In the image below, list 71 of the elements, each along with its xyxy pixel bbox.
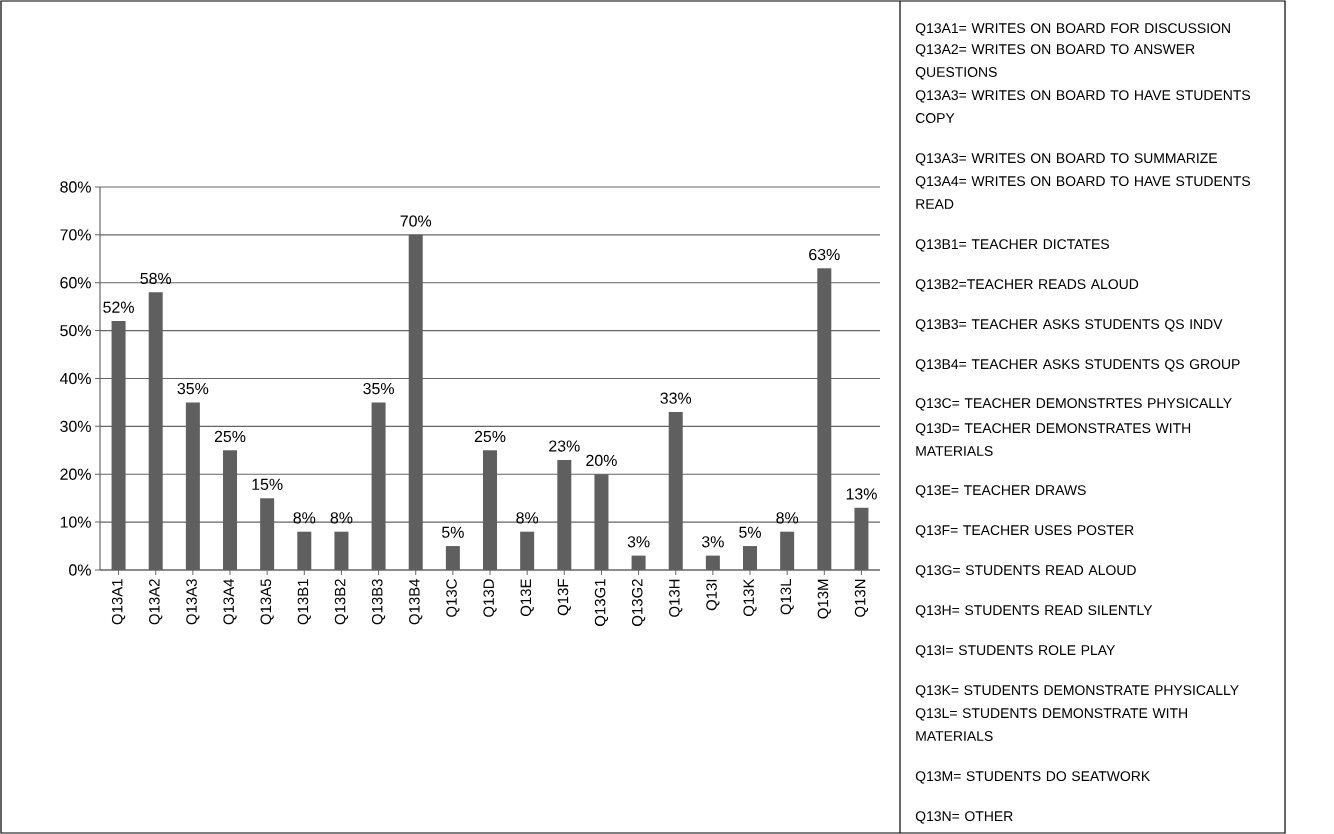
y-tick-label: 0% — [69, 564, 91, 576]
x-tick-label: Q13K — [743, 578, 757, 617]
x-tick-label: Q13D — [483, 579, 497, 617]
y-tick-label: 40% — [59, 372, 91, 385]
text: Q13L= STUDENTS DEMONSTRATE WITH MATERIALS — [915, 708, 1187, 741]
x-tick-label: Q13A5 — [260, 579, 274, 625]
x-tick-label: Q13N — [854, 579, 869, 617]
data-label: 58% — [140, 272, 172, 285]
data-label: 15% — [252, 478, 283, 490]
text: Q13A2= WRITES ON BOARD TO ANSWER QUESTIONS — [915, 44, 1195, 80]
x-tick-label: Q13F — [557, 579, 571, 616]
text: Q13B1= TEACHER DICTATES — [915, 239, 1109, 252]
text: Q13F= TEACHER USES POSTER — [915, 525, 1134, 538]
data-label: 63% — [809, 248, 840, 261]
text: Q13I= STUDENTS ROLE PLAY — [915, 645, 1116, 658]
data-label: 8% — [293, 512, 316, 524]
text: Q13G= STUDENTS READ ALOUD — [915, 565, 1136, 578]
x-tick-label: Q13A4 — [223, 578, 237, 625]
x-tick-label: Q13C — [446, 579, 460, 617]
x-tick-label: Q13G2 — [631, 579, 646, 626]
x-tick-label: Q13A2 — [149, 579, 163, 625]
x-tick-label: Q13L — [780, 579, 794, 615]
x-tick-label: Q13E — [520, 579, 534, 617]
text: Q13D= TEACHER DEMONSTRATES WITH MATERIALS — [915, 423, 1191, 456]
y-tick-label: 70% — [60, 229, 91, 241]
data-label: 23% — [549, 440, 580, 452]
data-label: 8% — [516, 512, 539, 524]
y-tick-label: 50% — [60, 324, 91, 337]
text: Q13A1= WRITES ON BOARD FOR DISCUSSION — [915, 23, 1230, 36]
data-label: 25% — [474, 430, 506, 443]
data-label: 33% — [660, 392, 692, 404]
data-label: 8% — [330, 512, 353, 524]
data-label: 70% — [400, 215, 432, 227]
text: Q13N= OTHER — [915, 811, 1013, 824]
text: Q13B2=TEACHER READS ALOUD — [915, 279, 1139, 292]
data-label: 3% — [701, 536, 724, 548]
text: Q13B3= TEACHER ASKS STUDENTS QS INDV — [915, 319, 1223, 332]
x-tick-label: Q13G1 — [594, 579, 609, 626]
x-tick-label: Q13H — [669, 579, 683, 617]
text: Q13E= TEACHER DRAWS — [915, 485, 1086, 498]
x-tick-label: Q13I — [706, 579, 720, 611]
data-label: 3% — [627, 536, 650, 548]
y-tick-label: 80% — [60, 181, 91, 193]
x-tick-label: Q13M — [817, 579, 831, 619]
y-tick-label: 20% — [60, 468, 91, 480]
text: Q13C= TEACHER DEMONSTRTES PHYSICALLY — [915, 398, 1232, 411]
data-label: 13% — [846, 488, 877, 500]
data-label: 25% — [214, 430, 246, 443]
data-label: 5% — [441, 526, 464, 538]
text: Q13A3= WRITES ON BOARD TO HAVE STUDENTS COPY — [915, 90, 1251, 123]
x-tick-label: Q13B2 — [334, 579, 349, 625]
text: Q13A4= WRITES ON BOARD TO HAVE STUDENTS READ — [915, 176, 1251, 209]
y-tick-label: 30% — [60, 420, 91, 433]
x-tick-label: Q13A3 — [186, 579, 200, 625]
data-label: 5% — [739, 526, 761, 538]
text: Q13H= STUDENTS READ SILENTLY — [915, 605, 1153, 618]
x-tick-label: Q13B3 — [371, 579, 386, 625]
y-tick-label: 60% — [60, 277, 91, 289]
x-tick-label: Q13B1 — [297, 579, 311, 625]
data-label: 52% — [103, 301, 134, 313]
data-label: 35% — [177, 382, 209, 395]
text: Q13M= STUDENTS DO SEATWORK — [915, 771, 1151, 784]
text: Q13B4= TEACHER ASKS STUDENTS QS GROUP — [915, 359, 1240, 372]
x-tick-label: Q13B4 — [409, 578, 423, 625]
data-label: 8% — [776, 512, 799, 524]
x-tick-label: Q13A1 — [111, 579, 126, 625]
y-tick-label: 10% — [60, 516, 91, 528]
text: Q13A3= WRITES ON BOARD TO SUMMARIZE — [915, 153, 1217, 166]
text: Q13K= STUDENTS DEMONSTRATE PHYSICALLY — [915, 685, 1239, 698]
data-label: 35% — [363, 382, 394, 395]
data-label: 20% — [586, 454, 617, 467]
